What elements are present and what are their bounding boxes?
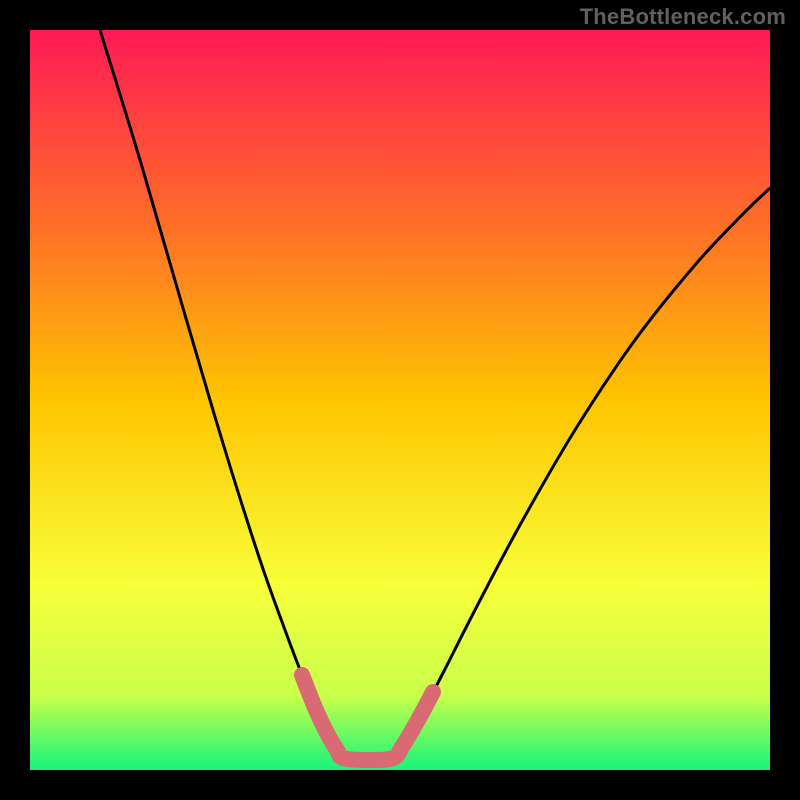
chart-container: TheBottleneck.com	[0, 0, 800, 800]
curve-left	[100, 30, 343, 758]
plot-area	[30, 30, 770, 770]
curve-right	[393, 188, 770, 758]
pink-overlay	[302, 675, 433, 760]
curves-layer	[30, 30, 770, 770]
watermark-text: TheBottleneck.com	[580, 4, 786, 30]
